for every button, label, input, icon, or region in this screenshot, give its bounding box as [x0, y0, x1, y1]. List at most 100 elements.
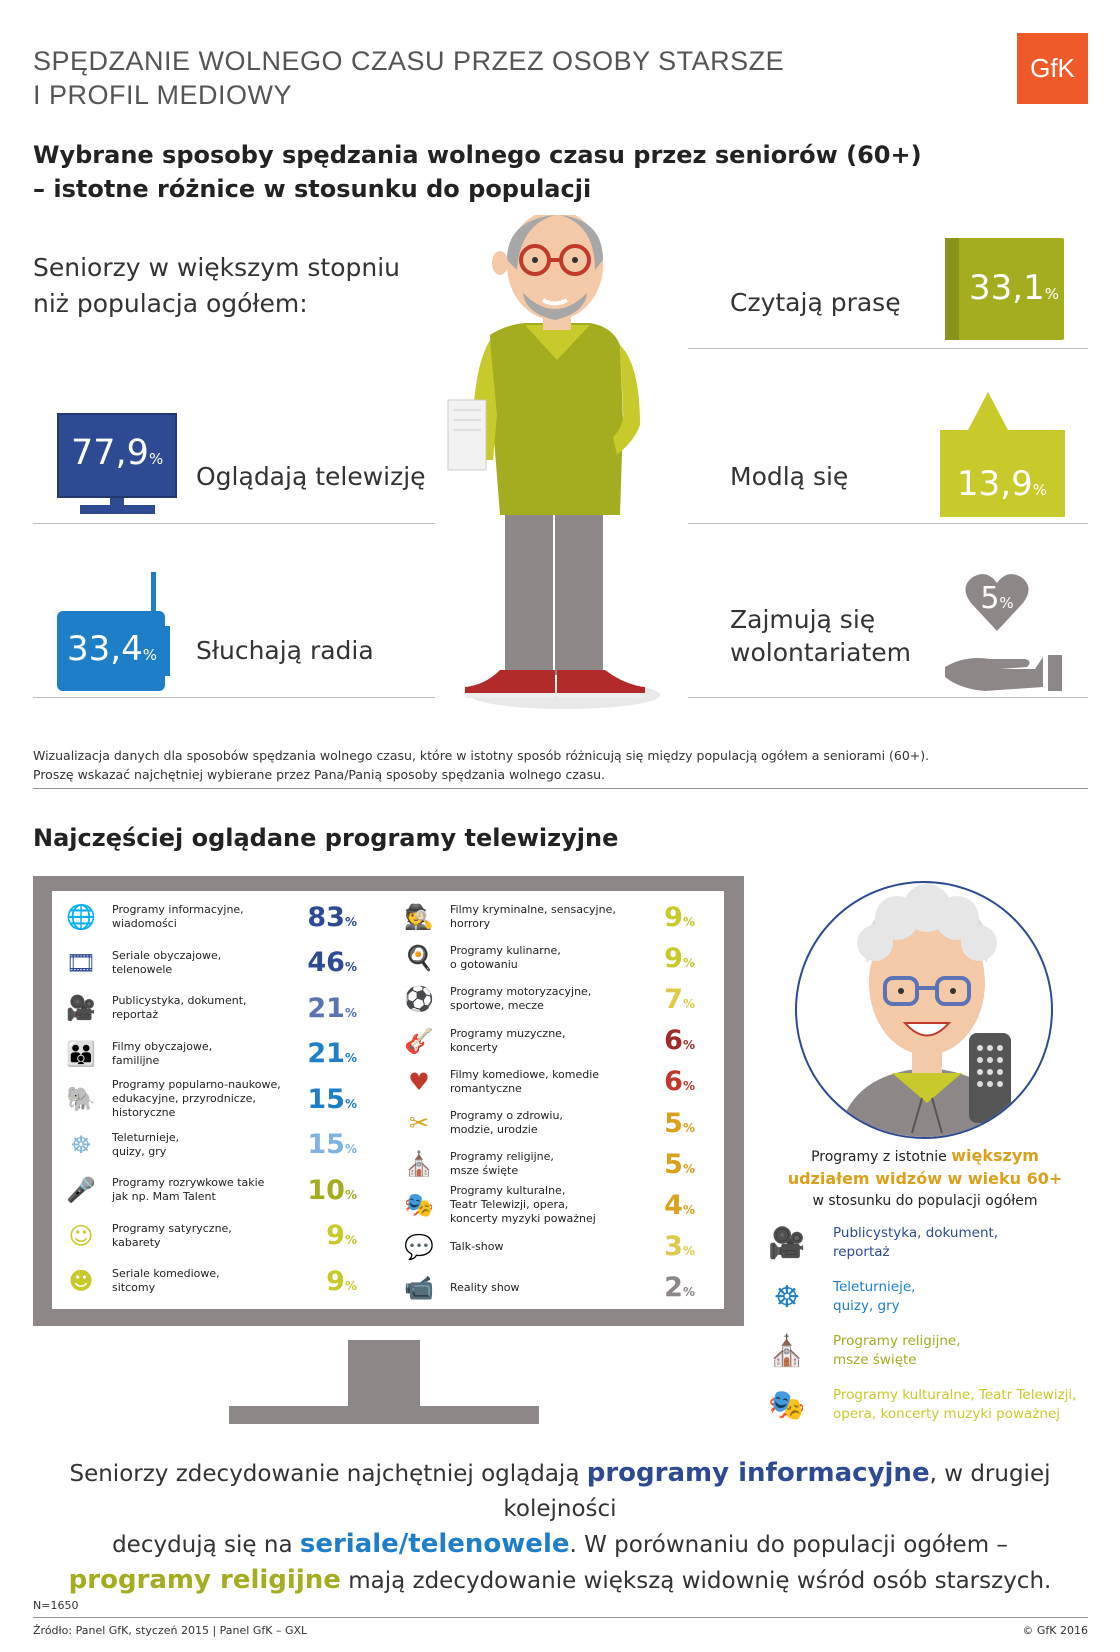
program-name-line: Programy muzyczne,: [450, 1026, 566, 1040]
legend-item: 🎭 Programy kulturalne, Teatr Telewizji, op…: [765, 1383, 1076, 1427]
program-value: 9%: [297, 1220, 357, 1251]
legend-text-line: Teleturnieje,: [833, 1279, 916, 1295]
legend-item: ⛪ Programy religijne, msze święte: [765, 1329, 961, 1373]
film-smiley-icon: ☻: [68, 1267, 94, 1295]
program-name: Seriale komediowe, sitcomy: [112, 1267, 297, 1295]
summary-part: , w drugiej kolejności: [503, 1461, 1051, 1522]
legend-text-line: opera, koncerty muzyki poważnej: [833, 1406, 1061, 1422]
program-name-line: Seriale komediowe,: [112, 1267, 220, 1280]
program-value: 2%: [635, 1272, 695, 1303]
program-row: 🍳 Programy kulinarne, o gotowaniu 9%: [398, 935, 695, 981]
program-name-line: koncerty: [450, 1040, 498, 1054]
radio-unit: %: [142, 646, 157, 664]
program-name-line: Filmy komediowe, komedie: [450, 1067, 600, 1081]
program-row: ♥ Filmy komediowe, komedie romantyczne 6%: [398, 1059, 695, 1105]
prayer-value-box: 13,9%: [940, 455, 1065, 517]
program-value-unit: %: [682, 1038, 695, 1053]
press-unit: %: [1044, 285, 1059, 303]
note-line1: Wizualizacja danych dla sposobów spędzan…: [33, 748, 930, 763]
press-value: 33,1: [969, 268, 1045, 308]
program-row: 📹 Reality show 2%: [398, 1265, 695, 1311]
program-value: 21%: [297, 1038, 357, 1069]
tv-monitor-neck: [348, 1340, 420, 1408]
tv-label: Oglądają telewizję: [196, 462, 426, 491]
legend-item: ☸ Teleturnieje, quizy, gry: [765, 1275, 916, 1319]
program-value-number: 15: [307, 1083, 345, 1115]
program-value-number: 4: [664, 1189, 683, 1221]
section1-title-line1: Wybrane sposoby spędzania wolnego czasu …: [33, 141, 922, 169]
program-name-line: horrory: [450, 917, 491, 930]
program-value-unit: %: [682, 914, 695, 929]
summary-part: Seniorzy zdecydowanie najchętniej ogląda…: [69, 1461, 587, 1487]
footer-source: Źródło: Panel GfK, styczeń 2015 | Panel …: [33, 1624, 308, 1637]
program-value-number: 21: [307, 992, 345, 1024]
program-value-unit: %: [344, 1187, 357, 1202]
gfk-logo: GfK: [1017, 33, 1088, 104]
legend-text-line: msze święte: [833, 1352, 917, 1368]
program-row: 🎥 Publicystyka, dokument, reportaż 21%: [60, 985, 357, 1031]
program-row: ✂ Programy o zdrowiu, modzie, urodzie 5%: [398, 1100, 695, 1146]
volunteer-value: 5: [980, 581, 1000, 616]
program-name: Programy muzyczne, koncerty: [450, 1027, 635, 1055]
summary-highlight-news: programy informacyjne: [586, 1458, 930, 1488]
program-name-line: Programy o zdrowiu,: [450, 1109, 563, 1122]
caption-highlight2: udziałem widzów w wieku 60+: [787, 1169, 1063, 1188]
program-value-unit: %: [344, 1096, 357, 1111]
program-value-unit: %: [344, 1005, 357, 1020]
program-value-unit: %: [682, 1285, 695, 1300]
program-row: ⚽ Programy motoryzacyjne, sportowe, mecze 7…: [398, 976, 695, 1022]
caption-highlight1: większym: [951, 1146, 1039, 1165]
video-camera-icon: 🎥: [768, 1225, 806, 1261]
program-value: 83%: [297, 902, 357, 933]
program-name-line: Programy kulinarne,: [450, 944, 561, 958]
program-value: 4%: [635, 1190, 695, 1221]
comb-icon: ✂: [408, 1109, 430, 1137]
program-name-line: Programy popularno-naukowe,: [112, 1078, 281, 1091]
program-name: Filmy komediowe, komedie romantyczne: [450, 1068, 635, 1096]
program-value-number: 9: [664, 942, 683, 974]
program-value: 9%: [635, 902, 695, 933]
wheel-of-fortune-icon: ☸: [773, 1279, 801, 1315]
program-value-number: 7: [664, 983, 683, 1015]
program-name-line: kabarety: [112, 1235, 161, 1249]
intro-line1: Seniorzy w większym stopniu: [33, 253, 400, 282]
volunteer-label-line2: wolontariatem: [730, 638, 912, 667]
prayer-unit: %: [1032, 481, 1047, 499]
heart-hand-icon: 5%: [965, 573, 1029, 633]
program-name-line: Programy motoryzacyjne,: [450, 985, 592, 999]
summary-part: . W porównaniu do populacji ogółem –: [569, 1532, 1008, 1558]
program-name-line: Seriale obyczajowe,: [112, 948, 222, 962]
program-value-unit: %: [344, 960, 357, 974]
program-value-unit: %: [344, 1142, 357, 1156]
legend-text: Programy religijne, msze święte: [833, 1332, 961, 1370]
radio-antenna: [151, 572, 156, 614]
divider: [33, 523, 435, 524]
legend-text-line: quizy, gry: [833, 1298, 900, 1314]
section2-title: Najczęściej oglądane programy telewizyjn…: [33, 824, 619, 852]
program-value-number: 21: [307, 1038, 345, 1069]
program-value: 7%: [635, 984, 695, 1015]
program-name-line: telenowele: [112, 962, 173, 976]
legend-text-line: Publicystyka, dokument,: [833, 1225, 999, 1241]
family-icon: 👪: [66, 1039, 96, 1068]
program-row: 🎭 Programy kulturalne, Teatr Telewizji, op…: [398, 1182, 695, 1228]
cctv-camera-icon: 📹: [404, 1273, 434, 1302]
program-value-number: 9: [664, 901, 683, 933]
legend-text-line: reportaż: [833, 1244, 890, 1260]
summary-part: mają zdecydowanie większą widownię wśród…: [340, 1568, 1052, 1594]
program-name-line: familijne: [112, 1053, 160, 1067]
tv-icon: 77,9%: [57, 413, 177, 498]
program-row: ⛪ Programy religijne, msze święte 5%: [398, 1141, 695, 1187]
program-name-line: edukacyjne, przyrodnicze,: [112, 1092, 256, 1105]
tv-value: 77,9: [71, 433, 149, 473]
program-name-line: romantyczne: [450, 1081, 522, 1095]
program-name-line: Programy informacyjne,: [112, 903, 244, 916]
talk-show-icon: 💬: [404, 1232, 434, 1261]
program-value: 5%: [635, 1108, 695, 1139]
program-value-number: 6: [664, 1025, 683, 1057]
program-row: 👪 Filmy obyczajowe, familijne 21%: [60, 1031, 357, 1077]
program-name-line: msze święte: [450, 1164, 519, 1178]
program-value-number: 5: [664, 1107, 683, 1139]
legend-text: Teleturnieje, quizy, gry: [833, 1278, 915, 1316]
program-name: Reality show: [450, 1281, 635, 1295]
